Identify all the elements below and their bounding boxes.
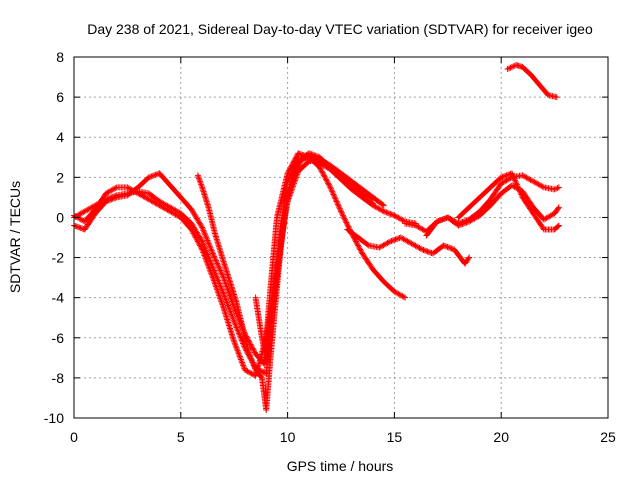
series-track-5 (252, 150, 377, 365)
series-markers (455, 170, 562, 233)
y-axis-label: SDTVAR / TECUs (7, 181, 23, 293)
y-tick-label: -6 (52, 330, 65, 346)
y-tick-label: 6 (56, 89, 64, 105)
series-track-7 (402, 172, 562, 235)
x-axis-label: GPS time / hours (287, 458, 394, 474)
y-tick-label: 8 (56, 49, 64, 65)
series-markers (252, 150, 377, 365)
series-markers (344, 226, 473, 267)
y-tick-label: 2 (56, 169, 64, 185)
series-track-6 (344, 226, 473, 267)
x-tick-label: 25 (600, 429, 616, 445)
plot-frame (73, 56, 609, 419)
y-tick-label: 0 (56, 209, 64, 225)
series-markers (423, 182, 562, 239)
series-track-3 (71, 156, 387, 379)
x-tick-label: 15 (387, 429, 403, 445)
x-tick-label: 10 (280, 429, 296, 445)
x-tick-label: 20 (493, 429, 509, 445)
y-tick-label: -10 (44, 410, 64, 426)
data-series (71, 62, 562, 413)
chart-title: Day 238 of 2021, Sidereal Day-to-day VTE… (87, 21, 593, 37)
y-tick-label: -2 (52, 250, 65, 266)
y-tick-label: -4 (52, 290, 65, 306)
series-markers (504, 62, 560, 101)
x-tick-label: 0 (70, 429, 78, 445)
series-markers (402, 172, 562, 235)
series-markers (71, 156, 387, 379)
series-track-8 (423, 182, 562, 239)
series-track-10 (504, 62, 560, 101)
y-tick-label: 4 (56, 129, 64, 145)
axis-ticks: 0 5 10 15 20 25 -10 -8 -6 -4 -2 0 2 4 6 8 (44, 49, 616, 445)
grid (74, 57, 608, 418)
y-tick-label: -8 (52, 370, 65, 386)
series-track-9 (455, 170, 562, 233)
x-tick-label: 5 (177, 429, 185, 445)
